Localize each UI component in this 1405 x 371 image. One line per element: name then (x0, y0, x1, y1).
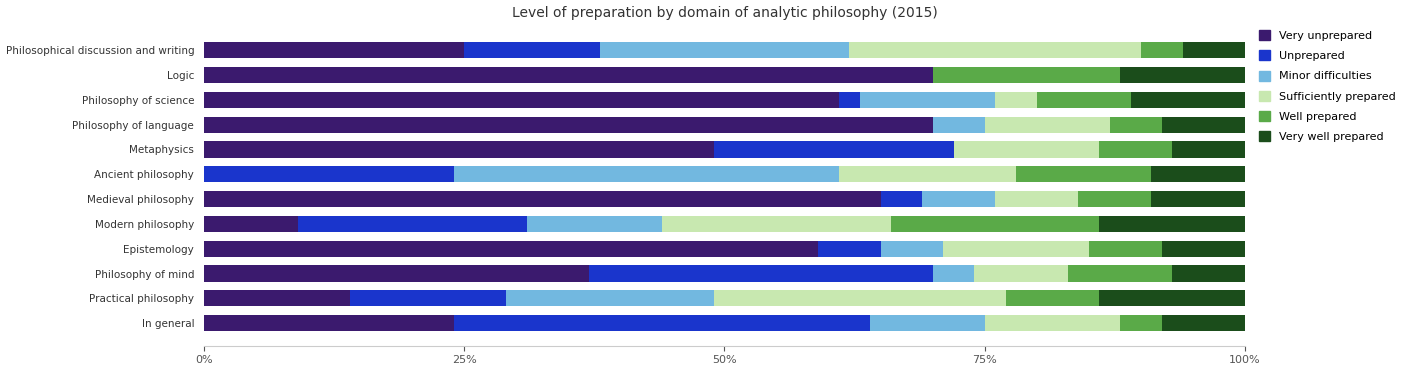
Bar (1006, 290, 1099, 306)
Bar (1151, 191, 1245, 207)
Bar (204, 42, 464, 58)
Bar (881, 191, 922, 207)
Bar (662, 216, 891, 232)
Bar (933, 116, 985, 133)
Bar (1079, 191, 1151, 207)
Bar (1016, 166, 1151, 183)
Bar (985, 116, 1110, 133)
Bar (850, 42, 1141, 58)
Bar (1089, 241, 1162, 257)
Bar (1068, 266, 1172, 282)
Bar (1162, 315, 1245, 331)
Bar (1099, 216, 1245, 232)
Bar (943, 241, 1089, 257)
Bar (1162, 116, 1245, 133)
Bar (1131, 92, 1245, 108)
Bar (204, 67, 933, 83)
Bar (1099, 141, 1172, 158)
Bar (891, 216, 1099, 232)
Bar (922, 191, 995, 207)
Bar (714, 141, 954, 158)
Bar (350, 290, 506, 306)
Bar (204, 92, 839, 108)
Bar (839, 166, 1016, 183)
Bar (204, 191, 881, 207)
Bar (1183, 42, 1245, 58)
Bar (204, 266, 589, 282)
Bar (995, 92, 1037, 108)
Bar (881, 241, 943, 257)
Bar (204, 216, 298, 232)
Bar (1141, 42, 1183, 58)
Bar (204, 241, 818, 257)
Bar (204, 290, 350, 306)
Bar (506, 290, 714, 306)
Bar (204, 116, 933, 133)
Bar (204, 166, 454, 183)
Bar (204, 141, 714, 158)
Bar (1120, 67, 1245, 83)
Bar (1037, 92, 1131, 108)
Bar (1151, 166, 1245, 183)
Bar (1120, 315, 1162, 331)
Legend: Very unprepared, Unprepared, Minor difficulties, Sufficiently prepared, Well pre: Very unprepared, Unprepared, Minor diffi… (1256, 27, 1399, 145)
Bar (1099, 290, 1245, 306)
Bar (454, 315, 870, 331)
Bar (1110, 116, 1162, 133)
Bar (839, 92, 860, 108)
Bar (985, 315, 1120, 331)
Bar (1172, 141, 1245, 158)
Bar (1172, 266, 1245, 282)
Bar (870, 315, 985, 331)
Bar (995, 191, 1079, 207)
Bar (954, 141, 1099, 158)
Bar (454, 166, 839, 183)
Bar (204, 315, 454, 331)
Bar (600, 42, 850, 58)
Bar (589, 266, 933, 282)
Bar (527, 216, 662, 232)
Bar (818, 241, 881, 257)
Bar (860, 92, 995, 108)
Bar (933, 67, 1120, 83)
Bar (298, 216, 527, 232)
Bar (714, 290, 1006, 306)
Bar (1162, 241, 1245, 257)
Bar (974, 266, 1068, 282)
Title: Level of preparation by domain of analytic philosophy (2015): Level of preparation by domain of analyt… (511, 6, 937, 20)
Bar (933, 266, 974, 282)
Bar (464, 42, 600, 58)
